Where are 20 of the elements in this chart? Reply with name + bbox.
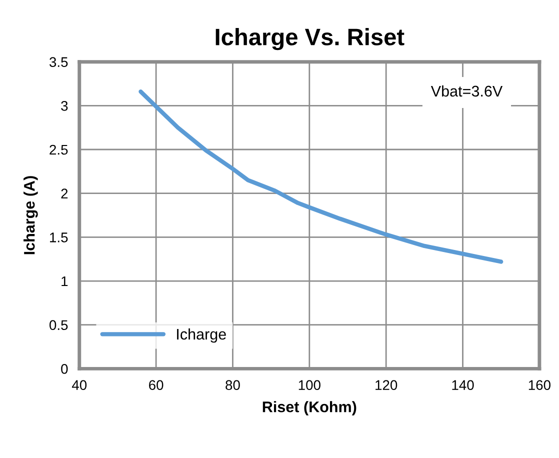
x-tick-label: 140 xyxy=(452,380,474,390)
y-tick-label: 0.5 xyxy=(50,320,68,330)
y-axis-title: Icharge (A) xyxy=(24,176,38,254)
x-axis-title: Riset (Kohm) xyxy=(262,401,356,416)
y-tick-label: 0 xyxy=(61,364,68,374)
chart-title: Icharge Vs. Riset xyxy=(216,28,404,50)
x-tick-label: 60 xyxy=(149,380,164,390)
x-tick-label: 120 xyxy=(376,380,398,390)
x-tick-label: 40 xyxy=(72,380,87,390)
x-tick-label: 160 xyxy=(528,380,550,390)
y-tick-label: 2.5 xyxy=(50,144,68,155)
y-tick-label: 3.5 xyxy=(49,57,68,67)
y-tick-label: 3 xyxy=(61,101,68,111)
y-tick-label: 2 xyxy=(61,188,68,198)
legend-label: Icharge xyxy=(177,328,226,343)
x-tick-label: 100 xyxy=(298,380,320,390)
y-tick-label: 1.5 xyxy=(50,232,68,242)
annotation: Vbat=3.6V xyxy=(430,85,503,97)
y-tick-label: 1 xyxy=(62,276,68,286)
x-tick-label: 80 xyxy=(226,380,240,390)
